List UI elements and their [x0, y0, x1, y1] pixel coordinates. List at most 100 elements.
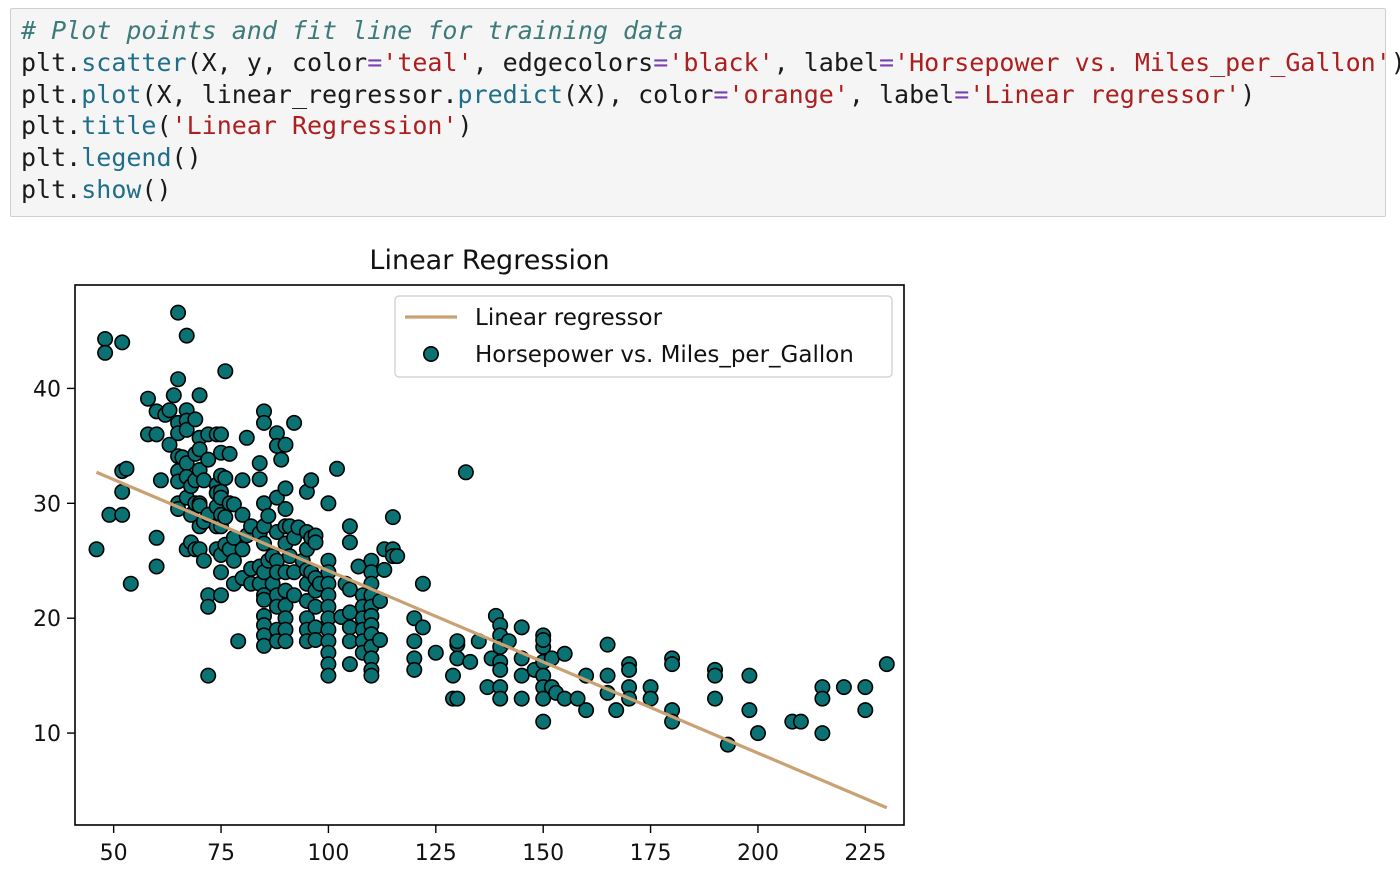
code-cell[interactable]: # Plot points and fit line for training … — [10, 8, 1400, 217]
scatter-point — [161, 402, 178, 419]
code-token: ) — [457, 111, 473, 141]
code-token: legend — [81, 143, 172, 173]
code-line: plt.show() — [21, 174, 1375, 206]
code-token: (X, y, color — [186, 47, 368, 77]
code-token: show — [81, 174, 142, 204]
code-line: plt.plot(X, linear_regressor.predict(X),… — [21, 79, 1375, 111]
scatter-point — [535, 690, 552, 707]
scatter-point — [427, 644, 444, 661]
code-token: ) — [1391, 48, 1400, 77]
scatter-point — [178, 421, 195, 438]
scatter-point — [225, 496, 242, 513]
scatter-point — [225, 552, 242, 569]
scatter-point — [371, 631, 388, 648]
scatter-point — [178, 327, 195, 344]
scatter-point — [234, 506, 251, 523]
scatter-point — [792, 713, 809, 730]
code-token: ( — [156, 111, 172, 141]
code-token: plt. — [21, 174, 82, 204]
scatter-point — [165, 387, 182, 404]
scatter-point — [389, 548, 406, 565]
y-tick-label: 30 — [33, 492, 61, 517]
scatter-point — [255, 414, 272, 431]
scatter-point — [706, 667, 723, 684]
code-block: # Plot points and fit line for training … — [21, 15, 1400, 206]
x-tick-label: 225 — [844, 841, 886, 866]
x-tick-label: 75 — [207, 841, 235, 866]
scatter-point — [170, 371, 187, 388]
scatter-point — [97, 344, 114, 361]
scatter-point — [200, 451, 217, 468]
code-token: = — [954, 79, 970, 109]
scatter-point — [251, 471, 268, 488]
scatter-point — [414, 575, 431, 592]
code-line: plt.title('Linear Regression') — [21, 110, 1375, 142]
scatter-point — [303, 472, 320, 489]
scatter-point — [513, 690, 530, 707]
code-token: plt. — [21, 79, 82, 109]
scatter-point — [234, 541, 251, 558]
scatter-point — [608, 702, 625, 719]
scatter-point — [277, 500, 294, 517]
code-token: predict — [457, 79, 563, 109]
scatter-point — [217, 470, 234, 487]
scatter-point — [217, 509, 234, 526]
scatter-point — [277, 480, 294, 497]
code-token: (X, linear_regressor. — [141, 79, 458, 109]
scatter-point — [706, 690, 723, 707]
scatter-point — [320, 667, 337, 684]
code-token: title — [81, 111, 157, 141]
scatter-point — [234, 472, 251, 489]
scatter-point — [88, 541, 105, 558]
scatter-point — [406, 633, 423, 650]
scatter-point — [286, 587, 303, 604]
scatter-point — [140, 390, 157, 407]
code-token: plt. — [21, 111, 82, 141]
scatter-point — [213, 426, 230, 443]
scatter-point — [664, 656, 681, 673]
scatter-point — [578, 702, 595, 719]
scatter-point — [217, 363, 234, 380]
scatter-point — [307, 534, 324, 551]
scatter-point — [449, 690, 466, 707]
x-tick-label: 50 — [100, 841, 128, 866]
code-token: plt. — [21, 47, 82, 77]
code-token: plot — [81, 79, 142, 109]
scatter-point — [213, 564, 230, 581]
scatter-point — [857, 679, 874, 696]
chart-figure: Linear Regression 50 75 100 125 150 175 200 225 1… — [0, 226, 930, 876]
scatter-point — [114, 506, 131, 523]
scatter-point — [148, 426, 165, 443]
plot-frame — [74, 284, 905, 826]
code-token: () — [141, 174, 172, 204]
scatter-point — [152, 472, 169, 489]
scatter-point — [341, 518, 358, 535]
scatter-point — [200, 667, 217, 684]
legend: Linear regressor Horsepower vs. Miles_per… — [394, 295, 893, 378]
scatter-point — [191, 387, 208, 404]
code-token: = — [653, 47, 669, 77]
scatter-point — [363, 667, 380, 684]
scatter-point — [286, 414, 303, 431]
legend-marker-swatch — [422, 346, 439, 363]
scatter-point — [492, 661, 509, 678]
scatter-point — [350, 558, 367, 575]
scatter-point — [341, 619, 358, 636]
code-line: # Plot points and fit line for training … — [21, 15, 1375, 47]
legend-label-scatter: Horsepower vs. Miles_per_Gallon — [475, 342, 854, 368]
regression-line — [95, 470, 888, 810]
y-tick-label: 40 — [33, 377, 61, 402]
scatter-point — [277, 436, 294, 453]
scatter-point — [449, 633, 466, 650]
scatter-point — [492, 690, 509, 707]
scatter-point — [122, 575, 139, 592]
code-token: 'Linear regressor' — [969, 79, 1241, 109]
chart-title: Linear Regression — [369, 245, 609, 276]
scatter-point — [148, 529, 165, 546]
scatter-point — [449, 650, 466, 667]
scatter-point — [97, 331, 114, 348]
scatter-point — [749, 725, 766, 742]
code-token: 'Horsepower vs. Miles_per_Gallon' — [894, 47, 1391, 77]
scatter-point — [556, 645, 573, 662]
x-tick-label: 200 — [737, 841, 779, 866]
